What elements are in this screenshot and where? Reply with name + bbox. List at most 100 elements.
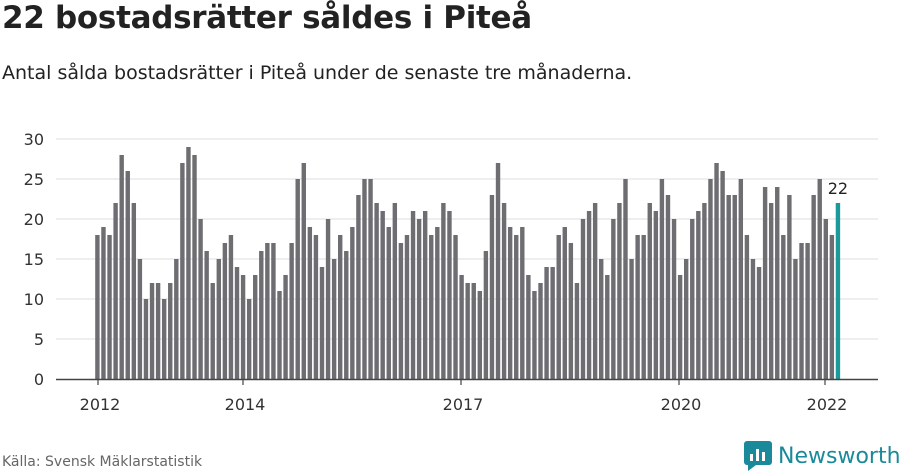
newsworthy-logo-icon [744, 441, 772, 471]
bar [683, 259, 689, 379]
bar [404, 235, 410, 379]
bar [240, 275, 246, 379]
newsworthy-logo[interactable]: Newsworthy [744, 440, 900, 472]
bar [811, 195, 816, 379]
bar [186, 147, 191, 379]
bar [319, 267, 325, 379]
bar [398, 243, 404, 379]
bar [362, 179, 367, 379]
bar [325, 219, 331, 379]
x-tick-label: 2022 [807, 395, 848, 414]
bar [471, 283, 476, 379]
bar [750, 259, 756, 379]
bar [714, 163, 719, 379]
bar [538, 283, 543, 379]
bar [234, 267, 240, 379]
bar [677, 275, 683, 379]
bar [702, 203, 707, 379]
bar [629, 259, 634, 379]
bar [526, 275, 531, 379]
y-tick-label: 15 [24, 250, 44, 269]
bar [805, 243, 810, 379]
bar [580, 219, 586, 379]
bar [659, 179, 665, 379]
bar [374, 203, 379, 379]
y-tick-label: 10 [24, 290, 44, 309]
bar [313, 235, 319, 379]
data-label: 22 [828, 179, 848, 198]
bar [143, 299, 149, 379]
bar [441, 203, 446, 379]
bar [350, 227, 355, 379]
chart-title: 22 bostadsrätter såldes i Piteå [2, 0, 532, 36]
bar [228, 235, 234, 379]
bar [210, 283, 215, 379]
bar [781, 235, 786, 379]
bar [344, 251, 349, 379]
bar [289, 243, 294, 379]
bar [295, 179, 300, 379]
bar [131, 203, 137, 379]
source-note: Källa: Svensk Mäklarstatistik [2, 454, 203, 470]
y-tick-label: 25 [24, 170, 44, 189]
bar [829, 235, 835, 379]
bar [149, 283, 155, 379]
bar [544, 267, 549, 379]
bar [155, 283, 161, 379]
bar [101, 227, 106, 379]
bar [253, 275, 258, 379]
bar [817, 179, 822, 379]
bar [690, 219, 695, 379]
bar [265, 243, 270, 379]
bar [787, 195, 792, 379]
bar [623, 179, 628, 379]
bar [592, 203, 598, 379]
bar [562, 227, 567, 379]
bar [410, 211, 416, 379]
bar [532, 291, 537, 379]
bar [429, 235, 434, 379]
bar [756, 267, 762, 379]
bar [507, 227, 513, 379]
x-tick-label: 2017 [443, 395, 484, 414]
bar [599, 259, 604, 379]
bar [823, 219, 828, 379]
y-tick-label: 20 [24, 210, 44, 229]
bar [568, 243, 574, 379]
bar [386, 227, 391, 379]
bar [489, 195, 495, 379]
bar [726, 195, 731, 379]
bar [356, 195, 361, 379]
bar [732, 195, 737, 379]
bar [168, 283, 173, 379]
bar [477, 291, 483, 379]
bar [586, 211, 592, 379]
x-tick-label: 2012 [80, 395, 121, 414]
bar [368, 179, 373, 379]
bar [653, 211, 659, 379]
bar [277, 291, 282, 379]
bar [647, 203, 652, 379]
bar [192, 155, 197, 379]
bar [301, 163, 306, 379]
bar-highlight [835, 203, 841, 379]
bar [768, 203, 774, 379]
bar [720, 171, 725, 379]
bar [611, 219, 616, 379]
bar [775, 187, 780, 379]
bar [416, 219, 422, 379]
bar [180, 163, 185, 379]
bar [708, 179, 713, 379]
bar [307, 227, 313, 379]
y-tick-label: 30 [24, 130, 44, 149]
bar [799, 243, 804, 379]
newsworthy-wordmark: Newsworthy [778, 443, 900, 469]
bar [495, 163, 501, 379]
bar [422, 211, 428, 379]
bar [174, 259, 179, 379]
bar [738, 179, 744, 379]
bar [392, 203, 398, 379]
bar [696, 211, 701, 379]
bar [744, 235, 750, 379]
